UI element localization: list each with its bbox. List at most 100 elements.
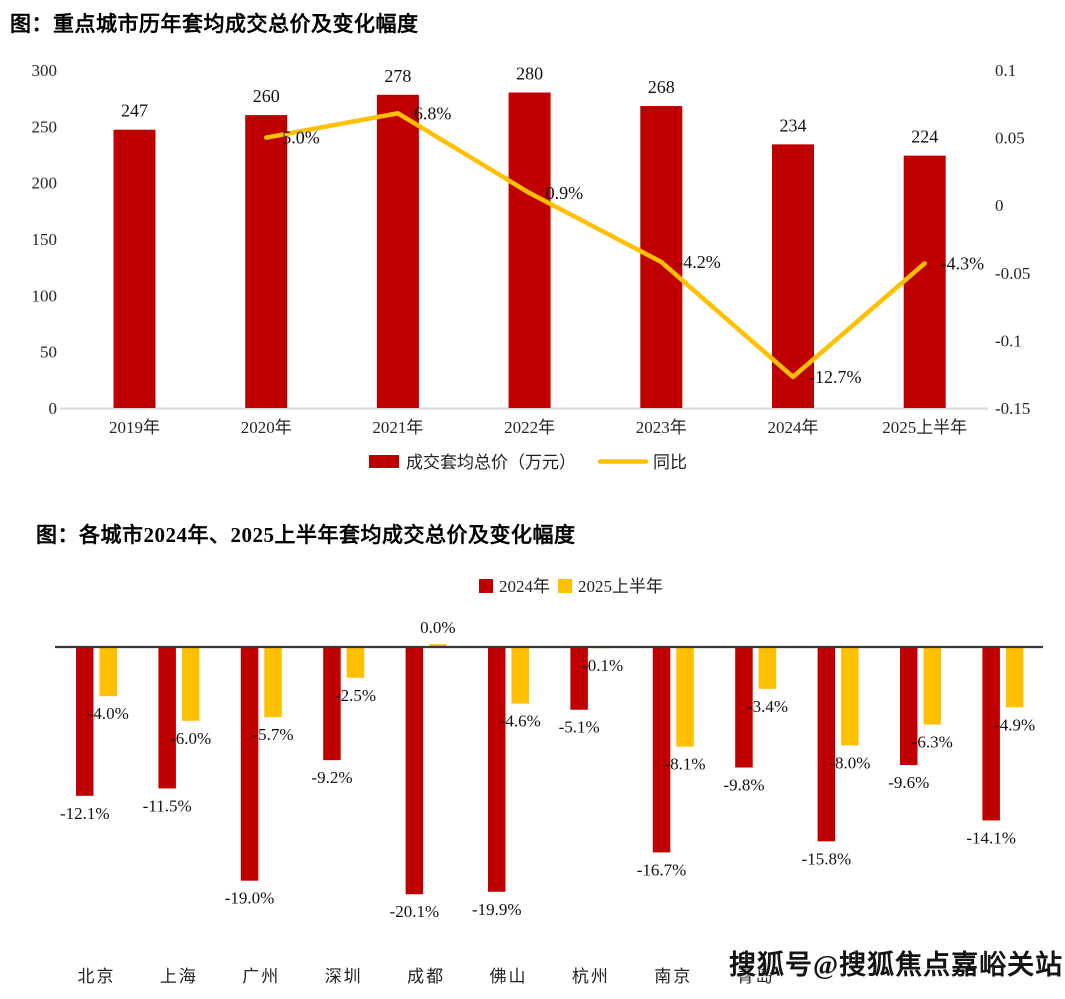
chart2-bar-2024	[570, 647, 588, 710]
chart1-left-tick: 250	[32, 117, 58, 136]
chart2-bar-2025	[1005, 647, 1024, 708]
chart2-city-label: 南京	[654, 967, 692, 986]
chart2-bar-2025	[181, 647, 200, 721]
chart2-legend-2024-label: 2024年	[499, 577, 550, 596]
chart2-bar-2024-label: -5.1%	[559, 718, 600, 737]
chart2-bar-2025-label: -0.1%	[582, 656, 623, 675]
chart2-bar-2024	[652, 647, 671, 853]
chart2-city-label: 佛山	[490, 967, 528, 986]
chart2-bar-2025	[99, 647, 117, 697]
chart2-bar-2025-label: 0.0%	[420, 618, 455, 637]
chart2-bar-2025-label: -5.7%	[253, 725, 294, 744]
chart1-line-label: -4.2%	[677, 252, 721, 272]
chart1-line-label: -4.3%	[941, 253, 985, 273]
chart2-bar-2024	[488, 647, 506, 892]
chart1-left-tick: 200	[32, 174, 58, 193]
chart2-bar-2025	[346, 647, 365, 678]
chart1-legend-line-label: 同比	[653, 453, 687, 472]
chart2-bar-2025-label: -8.0%	[829, 753, 870, 772]
chart2-bar-2024	[405, 647, 424, 895]
chart1-x-tick: 2020年	[241, 418, 292, 437]
chart2-city-label: 深圳	[325, 967, 363, 986]
chart1-plot: 247 2019年 260 2020年 278 2021年 280 2022年 268 2023年…	[32, 61, 1031, 437]
chart1-line-label: -12.7%	[809, 367, 862, 387]
chart2-bar-2025-label: -3.4%	[747, 697, 788, 716]
chart2-plot: -12.1% -4.0% 北京 -11.5% -6.0% 上海 -19.0% -5.7% 广州 -…	[55, 618, 1043, 986]
chart1-right-tick: -0.1	[995, 331, 1022, 350]
chart1-yoy-line	[263, 111, 927, 380]
chart2-bar-2025	[429, 644, 447, 647]
chart1-right-tick: -0.05	[995, 264, 1030, 283]
chart1-line-label: 6.8%	[414, 103, 452, 123]
chart2-bar-2025	[676, 647, 694, 747]
chart1-right-tick: 0	[995, 196, 1004, 215]
chart1-right-tick: -0.15	[995, 399, 1030, 418]
chart1-x-tick: 2023年	[636, 418, 687, 437]
chart2-bar-2025	[264, 647, 282, 718]
chart1-x-tick: 2019年	[109, 418, 160, 437]
chart2-title: 图：各城市2024年、2025上半年套均成交总价及变化幅度	[36, 523, 576, 547]
chart2-bar-2024-label: -16.7%	[637, 860, 687, 879]
chart2-city-label: 广州	[242, 967, 280, 986]
chart2-bar-2024	[982, 647, 1000, 821]
chart2-bar-2025-label: -2.5%	[335, 686, 376, 705]
chart2-bar-2024	[817, 647, 836, 842]
chart2-bar-2024	[158, 647, 176, 789]
chart2-bar-2024-label: -19.0%	[225, 889, 275, 908]
chart2-bar-2024-label: -15.8%	[802, 849, 852, 868]
chart2-legend-2025-swatch	[558, 579, 572, 593]
chart1-bar-2022年	[508, 92, 551, 409]
chart2-legend-2024-swatch	[479, 579, 493, 593]
chart1-x-tick: 2021年	[372, 418, 423, 437]
chart2-city-label: 杭州	[572, 967, 610, 986]
chart2-bar-2024-label: -20.1%	[390, 902, 440, 921]
chart2-bar-2025-label: -6.0%	[170, 729, 211, 748]
chart1-left-tick: 100	[32, 286, 58, 305]
chart2-bar-2024-label: -9.6%	[888, 773, 929, 792]
watermark-text: 搜狐号@搜狐焦点嘉峪关站	[729, 950, 1064, 980]
chart1-bar-value: 268	[648, 77, 675, 97]
chart1-title: 图：重点城市历年套均成交总价及变化幅度	[10, 12, 419, 36]
chart1-left-tick: 0	[49, 399, 58, 418]
chart2-bar-2025	[841, 647, 859, 746]
chart2-bar-2025	[923, 647, 941, 725]
chart2-bar-2025-label: -4.6%	[500, 712, 541, 731]
chart1-bar-2023年	[640, 106, 683, 408]
chart2-bar-2025-label: -8.1%	[665, 755, 706, 774]
chart1-right-tick: 0.1	[995, 61, 1016, 80]
chart2-bar-2025-label: -4.9%	[994, 715, 1035, 734]
chart2-city-label: 青岛	[737, 967, 775, 986]
chart1-x-tick: 2022年	[504, 418, 555, 437]
chart1-bar-2019年	[113, 129, 156, 409]
chart1-bar-2025上半年	[903, 155, 946, 408]
chart2-legend-2025-label: 2025上半年	[578, 577, 663, 596]
chart2-bar-2024	[240, 647, 259, 881]
chart2-bar-2024	[900, 647, 918, 766]
chart1-bar-value: 247	[121, 101, 148, 121]
chart1-bar-value: 260	[253, 86, 280, 106]
chart2-bar-2025-label: -6.3%	[912, 732, 953, 751]
chart1-left-tick: 150	[32, 230, 58, 249]
chart1-right-tick: 0.05	[995, 129, 1025, 148]
chart2-bar-2024-label: -14.1%	[966, 828, 1016, 847]
chart1-legend: 成交套均总价（万元） 同比	[369, 453, 687, 472]
chart2-city-label: 上海	[160, 967, 198, 986]
chart1-bar-value: 224	[911, 127, 938, 147]
chart2-bar-2024	[323, 647, 341, 761]
chart1-left-tick: 300	[32, 61, 58, 80]
chart2-bar-2025	[511, 647, 529, 704]
chart1-bar-value: 234	[780, 115, 807, 135]
chart1-left-tick: 50	[40, 343, 57, 362]
chart1-x-tick: 2025上半年	[882, 418, 967, 437]
chart2-bar-2024-label: -19.9%	[472, 900, 522, 919]
chart1-bar-value: 280	[516, 64, 543, 84]
chart2-bar-2024	[76, 647, 94, 796]
chart2-city-label: 成都	[407, 967, 445, 986]
chart2-legend: 2024年 2025上半年	[479, 577, 663, 596]
chart1-bar-2024年	[772, 144, 814, 409]
chart2-bar-2024-label: -12.1%	[60, 804, 110, 823]
chart1-legend-bar-swatch	[369, 455, 399, 468]
chart1-x-tick: 2024年	[768, 418, 819, 437]
